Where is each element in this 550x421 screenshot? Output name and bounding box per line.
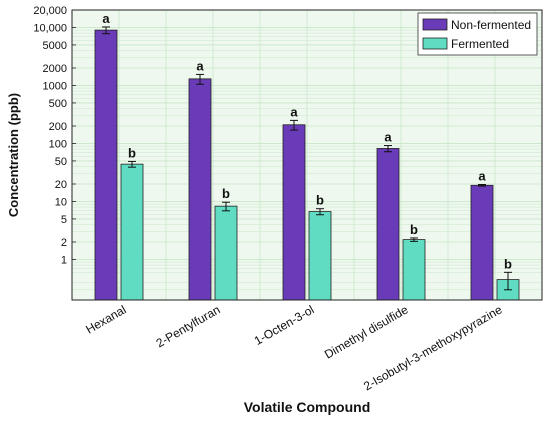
significance-letter: b [316, 193, 324, 208]
bar-fermented [120, 163, 144, 301]
y-tick-label: 50 [55, 156, 67, 168]
y-tick-label: 5 [61, 214, 67, 226]
x-tick-label: 2-Pentylfuran [154, 302, 223, 350]
x-axis-label: Volatile Compound [244, 399, 371, 415]
significance-letter: a [290, 104, 298, 119]
significance-letter: b [222, 186, 230, 201]
y-tick-label: 100 [49, 138, 67, 150]
significance-letter: a [384, 130, 392, 145]
legend: Non-fermented Fermented [417, 12, 538, 56]
legend-swatch-fermented [422, 37, 448, 50]
y-tick-label: 20 [55, 179, 67, 191]
significance-letter: a [102, 11, 110, 26]
y-tick-label: 2000 [43, 63, 67, 75]
y-tick-label: 2 [61, 237, 67, 249]
bar-non-fermented [376, 148, 400, 301]
y-tick-label: 500 [49, 98, 67, 110]
bar-non-fermented [470, 184, 494, 301]
plot-frame [71, 9, 543, 301]
x-tick-label: 1-Octen-3-ol [252, 302, 317, 347]
bar-non-fermented [188, 78, 212, 301]
bar-fermented [308, 211, 332, 301]
legend-label-non-fermented: Non-fermented [451, 18, 531, 32]
x-tick-label: Dimethyl disulfide [322, 302, 411, 361]
significance-letter: b [410, 222, 418, 237]
y-tick-label: 20,000 [33, 5, 67, 17]
legend-label-fermented: Fermented [451, 37, 509, 51]
x-axis-tick-labels: Hexanal 2-Pentylfuran 1-Octen-3-ol Dimethyl… [83, 302, 504, 393]
bar-fermented [214, 205, 238, 301]
bars: a b a b a b a b a b [94, 11, 520, 301]
bar-non-fermented [94, 29, 118, 301]
bar-fermented [402, 239, 426, 301]
significance-letter: a [196, 58, 204, 73]
y-tick-label: 200 [49, 121, 67, 133]
legend-swatch-non-fermented [422, 18, 448, 31]
y-tick-label: 1000 [43, 80, 67, 92]
y-tick-label: 5000 [43, 40, 67, 52]
y-tick-label: 10 [55, 196, 67, 208]
bar-non-fermented [282, 124, 306, 301]
y-axis-label: Concentration (ppb) [6, 93, 21, 217]
significance-letter: a [478, 169, 486, 184]
x-tick-label: Hexanal [83, 302, 128, 336]
y-tick-label: 1 [61, 254, 67, 266]
significance-letter: b [504, 256, 512, 271]
significance-letter: b [128, 145, 136, 160]
y-tick-label: 10,000 [33, 22, 67, 34]
y-axis-ticks: 1 2 5 10 20 50 100 200 500 1000 2000 5000 10,000 20,0… [33, 5, 76, 266]
